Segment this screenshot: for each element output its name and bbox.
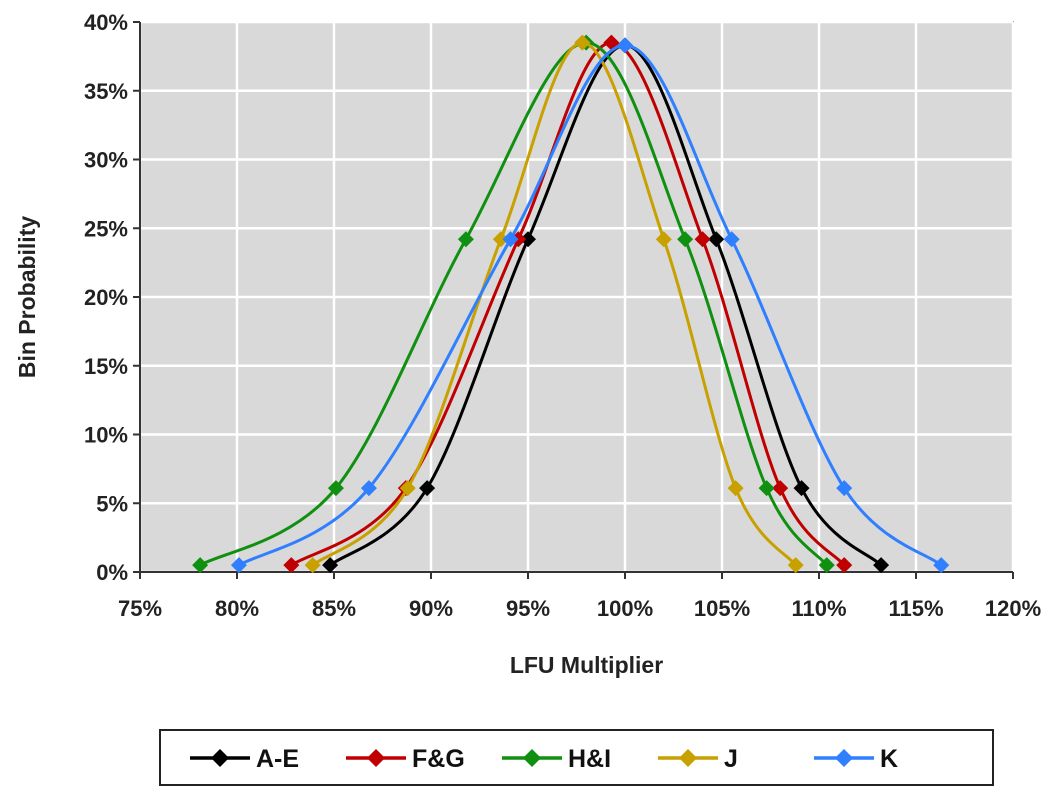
x-tick-label: 95%: [506, 596, 550, 621]
legend-marker: [679, 749, 697, 767]
data-point: [677, 231, 694, 248]
data-point: [360, 480, 377, 497]
data-point: [230, 557, 247, 574]
legend-label: H&I: [568, 745, 611, 773]
legend-entry: F&G: [346, 745, 465, 773]
x-tick-label: 110%: [791, 596, 846, 621]
axes: [133, 21, 1014, 579]
y-axis-title: Bin Probability: [14, 216, 40, 379]
x-tick-label: 115%: [888, 596, 943, 621]
series-j: [304, 34, 804, 574]
legend-label: J: [724, 745, 738, 773]
series-group: [192, 34, 950, 574]
legend-marker: [367, 749, 385, 767]
x-tick-label: 120%: [985, 596, 1041, 621]
x-tick-label: 75%: [118, 596, 162, 621]
y-tick-label: 25%: [84, 216, 128, 241]
y-tick-label: 20%: [84, 285, 128, 310]
data-point: [793, 480, 810, 497]
legend-label: A-E: [256, 745, 299, 773]
data-point: [283, 557, 300, 574]
data-point: [727, 480, 744, 497]
x-tick-label: 100%: [597, 596, 653, 621]
y-tick-label: 0%: [96, 560, 128, 585]
data-point: [758, 480, 775, 497]
legend-entry: H&I: [502, 745, 611, 773]
data-point: [419, 480, 436, 497]
x-axis-title: LFU Multiplier: [510, 652, 663, 678]
legend-label: F&G: [412, 745, 465, 773]
y-tick-label: 30%: [84, 148, 128, 173]
legend-marker: [835, 749, 853, 767]
data-point: [574, 34, 591, 51]
data-point: [399, 480, 416, 497]
data-point: [694, 231, 711, 248]
data-point: [723, 231, 740, 248]
y-tick-label: 10%: [84, 423, 128, 448]
x-tick-label: 90%: [409, 596, 453, 621]
legend-entry: K: [814, 745, 898, 773]
data-point: [492, 231, 509, 248]
legend-entry: J: [658, 745, 738, 773]
data-point: [520, 231, 536, 248]
tick-labels: 75% 80% 85% 90% 95% 100% 105% 110% 115% 120% 0% 5% 1…: [84, 10, 1041, 621]
x-tick-label: 85%: [312, 596, 356, 621]
data-point: [836, 557, 853, 574]
data-point: [457, 231, 474, 248]
x-tick-label: 80%: [215, 596, 259, 621]
data-point: [787, 557, 804, 574]
data-point: [304, 557, 321, 574]
data-point: [818, 557, 835, 574]
legend-marker: [523, 749, 541, 767]
data-point: [933, 557, 950, 574]
data-point: [327, 480, 344, 497]
data-point: [322, 557, 339, 574]
legend-label: K: [880, 745, 898, 773]
data-point: [617, 37, 633, 54]
y-tick-label: 5%: [96, 491, 128, 516]
y-tick-label: 40%: [84, 10, 128, 35]
legend-entry: A-E: [190, 745, 299, 773]
x-tick-label: 105%: [694, 596, 750, 621]
series-k: [230, 37, 950, 574]
data-point: [192, 557, 209, 574]
legend-marker: [211, 749, 229, 767]
data-point: [772, 480, 789, 497]
data-point: [708, 231, 725, 248]
legend: A-E F&G H&I J K: [159, 729, 994, 786]
data-point: [873, 557, 890, 574]
data-point: [502, 231, 519, 248]
y-tick-label: 15%: [84, 354, 128, 379]
data-point: [836, 480, 853, 497]
y-tick-label: 35%: [84, 79, 128, 104]
data-point: [655, 231, 672, 248]
